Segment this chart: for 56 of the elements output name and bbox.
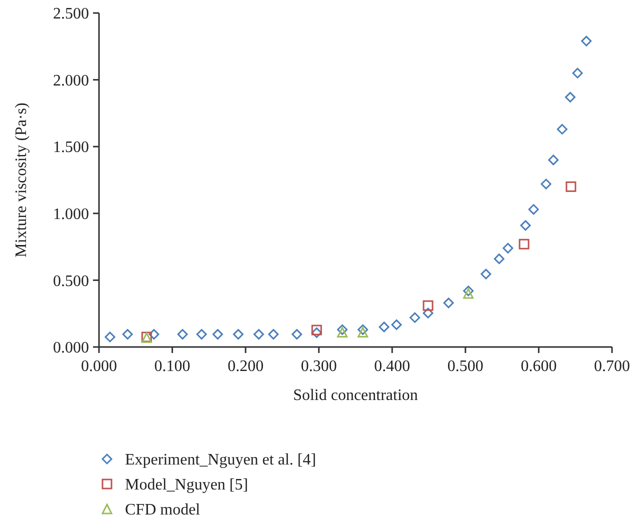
point xyxy=(566,181,576,192)
point xyxy=(391,319,402,330)
point xyxy=(122,329,133,340)
point xyxy=(177,329,188,340)
point xyxy=(358,327,368,338)
point xyxy=(311,327,322,338)
point xyxy=(268,329,279,340)
point xyxy=(548,154,559,166)
point xyxy=(212,329,223,340)
point xyxy=(520,220,531,231)
point xyxy=(358,324,368,335)
point xyxy=(196,329,207,340)
point xyxy=(410,312,420,323)
y-tick-label: 0.500 xyxy=(53,272,89,290)
x-tick-label: 0.200 xyxy=(228,358,264,375)
point xyxy=(518,238,530,250)
y-axis-title: Mixture viscosity (Pa·s) xyxy=(13,102,30,258)
legend-label: Experiment_Nguyen et al. [4] xyxy=(125,452,316,469)
x-tick-label: 0.500 xyxy=(447,358,484,375)
point xyxy=(564,92,576,102)
point xyxy=(556,124,568,134)
legend-label: CFD model xyxy=(125,502,201,519)
point xyxy=(502,242,514,254)
point xyxy=(528,204,539,215)
point xyxy=(104,332,116,342)
point xyxy=(494,254,504,264)
point xyxy=(422,308,434,318)
point xyxy=(254,329,264,340)
x-tick-label: 0.600 xyxy=(520,358,557,375)
y-tick-label: 0.000 xyxy=(53,340,89,357)
point xyxy=(292,329,302,340)
point xyxy=(443,298,454,308)
y-tick-label: 1.500 xyxy=(53,139,89,156)
point xyxy=(378,322,390,332)
point xyxy=(422,300,434,311)
point xyxy=(337,324,348,335)
point xyxy=(480,268,492,280)
y-tick-label: 2.500 xyxy=(53,6,89,23)
point xyxy=(311,324,322,336)
y-tick-label: 1.000 xyxy=(53,206,89,223)
x-tick-label: 0.100 xyxy=(154,358,190,375)
point xyxy=(232,329,244,340)
point xyxy=(581,36,592,46)
point xyxy=(148,329,160,340)
x-tick-label: 0.700 xyxy=(594,358,630,375)
point xyxy=(463,286,474,296)
point xyxy=(337,327,348,338)
x-tick-label: 0.300 xyxy=(300,358,337,375)
x-tick-label: 0.400 xyxy=(374,358,410,375)
x-axis-title: Solid concentration xyxy=(293,387,418,404)
point xyxy=(540,178,552,190)
y-tick-label: 2.000 xyxy=(53,72,89,90)
legend-label: Model_Nguyen [5] xyxy=(125,476,248,494)
x-tick-label: 0.000 xyxy=(81,358,117,375)
point xyxy=(572,68,583,78)
point xyxy=(463,288,474,299)
